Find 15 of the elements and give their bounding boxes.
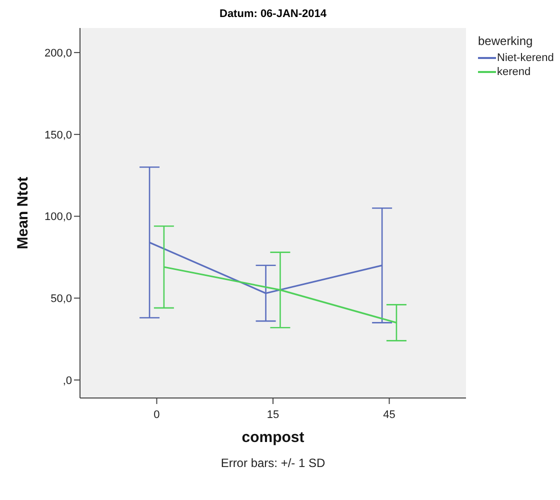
x-tick-label: 15 [266, 408, 280, 421]
y-tick-label: 200,0 [44, 47, 72, 60]
y-tick-label: 150,0 [44, 129, 72, 142]
text: Error bars: +/- 1 SD [220, 456, 326, 470]
y-axis-title: Mean Ntot [14, 176, 32, 250]
chart-title: Datum: 06-JAN-2014 [218, 8, 328, 22]
x-tick-label: 0 [154, 408, 160, 421]
legend-label: kerend [497, 66, 531, 78]
legend-label: Niet-kerend [497, 52, 554, 64]
y-tick-label: 100,0 [44, 211, 72, 224]
y-tick-label: 50,0 [50, 293, 72, 306]
legend-title: bewerking [478, 34, 534, 48]
x-axis-title: compost [242, 429, 304, 446]
x-tick-label: 45 [383, 408, 396, 421]
y-tick-label: ,0 [62, 374, 72, 387]
